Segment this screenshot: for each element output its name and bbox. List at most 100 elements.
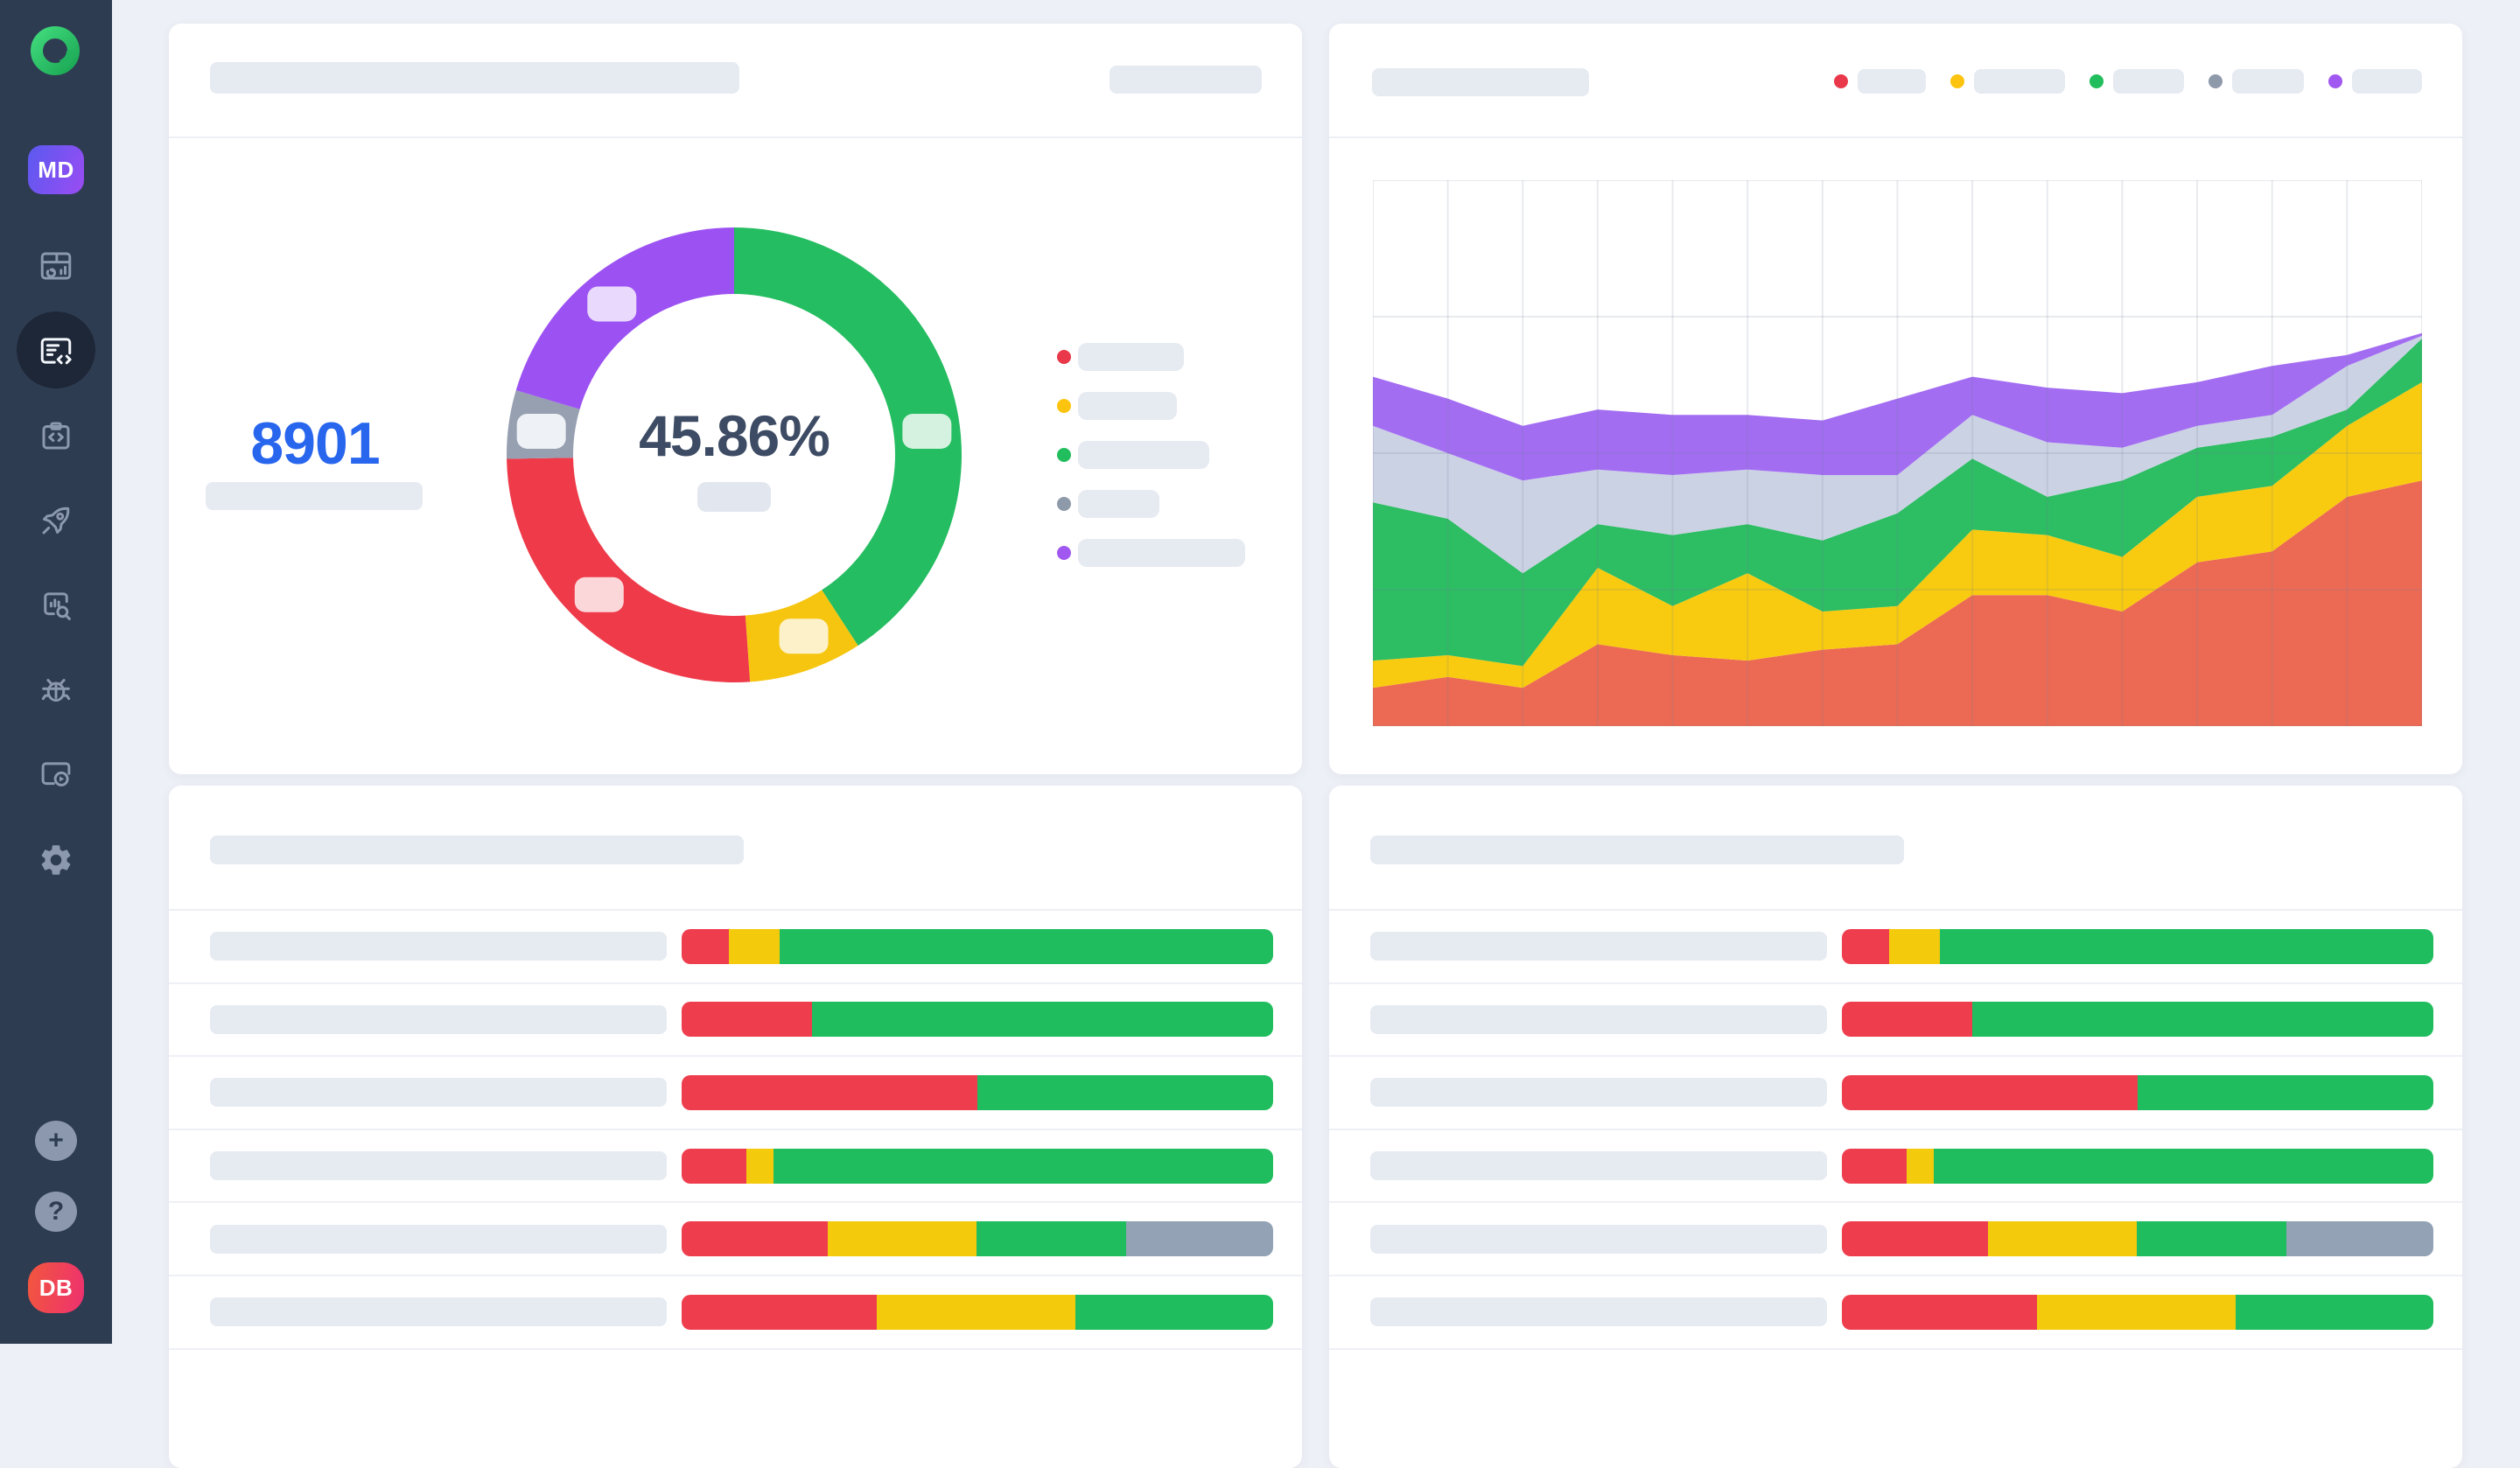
bar-segment-green <box>2138 1074 2433 1110</box>
nav-chart-search-icon[interactable] <box>0 563 112 647</box>
legend-label-placeholder <box>1078 539 1245 567</box>
stacked-area-chart[interactable] <box>1372 179 2423 727</box>
legend-item-0[interactable] <box>1057 332 1245 381</box>
table-row-3[interactable] <box>169 1130 1302 1204</box>
question-icon[interactable]: ? <box>35 1192 77 1232</box>
row-status-bar <box>682 1074 1273 1110</box>
bar-segment-red <box>1842 1148 1908 1184</box>
row-status-bar <box>1842 1002 2433 1038</box>
divider <box>169 136 1302 138</box>
sidebar-nav <box>0 223 112 902</box>
nav-clipboard-code-icon[interactable] <box>0 393 112 478</box>
row-label-placeholder <box>1370 1297 1827 1327</box>
legend-item-2[interactable] <box>2090 69 2184 94</box>
table-row-0[interactable] <box>169 911 1302 984</box>
row-label-placeholder <box>1370 1078 1827 1108</box>
row-status-bar <box>1842 1074 2433 1110</box>
bar-segment-red <box>1842 1294 2038 1330</box>
legend-label-placeholder <box>1078 490 1159 518</box>
bar-segment-yellow <box>877 1294 1075 1330</box>
table-row-5[interactable] <box>1329 1276 2462 1350</box>
legend-item-3[interactable] <box>1057 479 1245 528</box>
donut-legend <box>1057 332 1245 577</box>
row-status-bar <box>682 1148 1273 1184</box>
bar-segment-green <box>2235 1294 2433 1330</box>
legend-item-4[interactable] <box>2328 69 2422 94</box>
user-avatar[interactable]: DB <box>28 1262 84 1313</box>
legend-item-3[interactable] <box>2208 69 2304 94</box>
row-label-placeholder <box>210 932 667 961</box>
divider <box>1329 909 2462 911</box>
trend-legend <box>1834 67 2422 95</box>
table-row-4[interactable] <box>1329 1203 2462 1276</box>
divider <box>1329 136 2462 138</box>
donut-center-percent: 45.86% <box>639 403 830 468</box>
legend-dot <box>1057 399 1071 413</box>
nav-gear-icon[interactable] <box>0 817 112 902</box>
bar-segment-yellow <box>1889 928 1940 964</box>
card-title-placeholder <box>210 62 739 94</box>
status-overview-card: 8901 45.86% <box>169 24 1302 774</box>
bar-segment-green <box>1074 1294 1273 1330</box>
row-label-placeholder <box>1370 1004 1827 1034</box>
table-row-1[interactable] <box>169 984 1302 1058</box>
table-row-3[interactable] <box>1329 1130 2462 1204</box>
legend-item-1[interactable] <box>1950 69 2065 94</box>
bar-segment-green <box>773 1148 1273 1184</box>
bar-segment-green <box>977 1074 1273 1110</box>
card-action-placeholder[interactable] <box>1110 66 1262 94</box>
bar-segment-green <box>976 1221 1126 1257</box>
nav-window-play-icon[interactable] <box>0 732 112 817</box>
sidebar: MD <box>0 0 112 1344</box>
legend-label-placeholder <box>1858 69 1926 94</box>
legend-item-1[interactable] <box>1057 381 1245 430</box>
bar-segment-green <box>1971 1002 2433 1038</box>
workspace-avatar[interactable]: MD <box>28 145 84 194</box>
bar-segment-red <box>682 1294 878 1330</box>
row-status-bar <box>1842 1294 2433 1330</box>
table-row-2[interactable] <box>1329 1057 2462 1130</box>
segment-chip-gray <box>516 413 566 449</box>
bar-segment-green <box>811 1002 1273 1038</box>
nav-dashboard-window-icon[interactable] <box>0 223 112 308</box>
bar-segment-red <box>682 1074 977 1110</box>
area-series-gray <box>1373 335 2422 574</box>
bar-segment-red <box>682 928 730 964</box>
table-row-4[interactable] <box>169 1203 1302 1276</box>
table-row-5[interactable] <box>169 1276 1302 1350</box>
row-status-bar <box>682 1221 1273 1257</box>
area-series-green <box>1373 339 2422 667</box>
divider <box>169 909 1302 911</box>
legend-label-placeholder <box>2352 69 2422 94</box>
bar-segment-yellow <box>746 1148 774 1184</box>
legend-item-4[interactable] <box>1057 528 1245 577</box>
test-list-card-left <box>169 786 1302 1468</box>
donut-chart[interactable] <box>489 210 979 700</box>
table-row-1[interactable] <box>1329 984 2462 1058</box>
row-label-placeholder <box>1370 1151 1827 1181</box>
bar-segment-gray <box>1125 1221 1273 1257</box>
bar-segment-green <box>2137 1221 2286 1257</box>
legend-label-placeholder <box>2113 69 2184 94</box>
table-row-2[interactable] <box>169 1057 1302 1130</box>
donut-segment-green[interactable] <box>734 227 962 647</box>
bar-segment-red <box>682 1148 747 1184</box>
plus-icon[interactable]: + <box>35 1121 77 1161</box>
legend-item-2[interactable] <box>1057 430 1245 479</box>
table-row-0[interactable] <box>1329 911 2462 984</box>
legend-dot <box>2208 74 2222 88</box>
nav-rocket-icon[interactable] <box>0 478 112 563</box>
donut-segment-red[interactable] <box>507 458 751 682</box>
row-status-bar <box>1842 928 2433 964</box>
total-count-value: 8901 <box>250 410 380 477</box>
card-title-placeholder <box>1370 835 1904 864</box>
legend-dot <box>2090 74 2104 88</box>
row-status-bar <box>682 1294 1273 1330</box>
bar-segment-green <box>1939 928 2433 964</box>
nav-document-code-icon[interactable] <box>0 308 112 393</box>
allure-logo[interactable] <box>28 24 84 80</box>
area-series-yellow <box>1373 381 2422 689</box>
row-list <box>1329 911 2462 1350</box>
legend-item-0[interactable] <box>1834 69 1926 94</box>
nav-bug-icon[interactable] <box>0 647 112 732</box>
